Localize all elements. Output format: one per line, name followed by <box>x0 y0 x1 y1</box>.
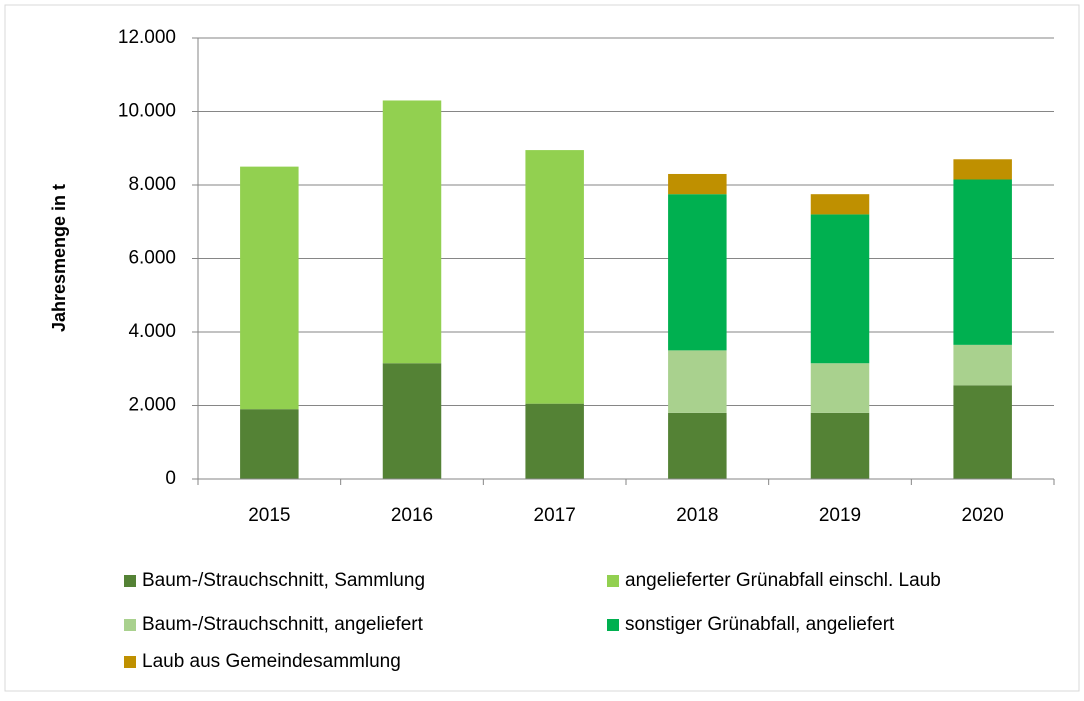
y-tick-label: 0 <box>165 468 176 489</box>
bar-segment <box>240 409 299 479</box>
legend-label: Laub aus Gemeindesammlung <box>142 651 401 672</box>
bar-segment <box>668 412 727 479</box>
bar-segment <box>382 100 442 364</box>
y-tick-label: 12.000 <box>118 27 176 48</box>
bar-segment <box>382 363 442 479</box>
legend-label: sonstiger Grünabfall, angeliefert <box>625 614 895 635</box>
legend-swatch <box>124 575 136 587</box>
bar-segment <box>810 363 870 413</box>
bar-segment <box>810 412 870 479</box>
bar-segment <box>810 214 870 364</box>
bar-segment <box>953 385 1012 479</box>
legend-swatch <box>607 619 619 631</box>
bar-segment <box>953 344 1012 386</box>
legend-swatch <box>607 575 619 587</box>
x-tick-label: 2018 <box>676 505 718 526</box>
x-tick-label: 2017 <box>534 505 576 526</box>
bar-segment <box>953 179 1012 345</box>
bar-segment <box>810 194 870 215</box>
x-tick-label: 2016 <box>391 505 433 526</box>
x-tick-label: 2019 <box>819 505 861 526</box>
y-tick-label: 4.000 <box>128 321 176 342</box>
bar-segment <box>668 173 727 195</box>
y-tick-label: 6.000 <box>128 248 176 269</box>
y-axis-label: Jahresmenge in t <box>49 184 69 332</box>
legend-label: Baum-/Strauchschnitt, angeliefert <box>142 614 424 635</box>
legend-swatch <box>124 619 136 631</box>
bar-segment <box>240 166 299 410</box>
y-tick-label: 10.000 <box>118 101 176 122</box>
x-tick-label: 2020 <box>962 505 1004 526</box>
bar-segment <box>525 150 584 404</box>
legend-label: angelieferter Grünabfall einschl. Laub <box>625 570 941 591</box>
bar-segment <box>525 403 584 479</box>
legend-label: Baum-/Strauchschnitt, Sammlung <box>142 570 425 591</box>
bar-segment <box>668 194 727 351</box>
legend-swatch <box>124 656 136 668</box>
y-tick-label: 8.000 <box>128 174 176 195</box>
y-tick-label: 2.000 <box>128 395 176 416</box>
bar-segment <box>953 159 1012 180</box>
bar-segment <box>668 350 727 413</box>
x-tick-label: 2015 <box>248 505 290 526</box>
